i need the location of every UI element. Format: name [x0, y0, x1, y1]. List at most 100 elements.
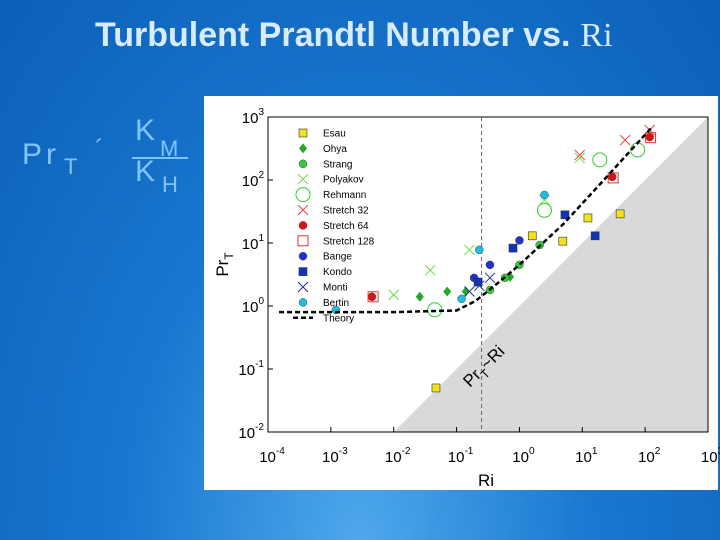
point [558, 236, 568, 246]
legend-marker [297, 281, 309, 293]
point [485, 260, 495, 270]
legend-label: Polyakov [323, 175, 364, 186]
x-tick-label-exponent: -1 [464, 446, 473, 457]
x-tick-label-exponent: 2 [655, 446, 661, 457]
point [464, 244, 475, 256]
formula-num: K [135, 114, 155, 147]
y-tick-label: 10-1 [238, 359, 264, 379]
formula-den: K [135, 155, 155, 188]
title-symbol: Ri [580, 17, 612, 54]
point [608, 172, 617, 182]
point [590, 231, 600, 241]
point [475, 245, 484, 254]
y-tick-label: 100 [242, 296, 265, 316]
legend-marker [295, 187, 311, 203]
legend-marker [298, 221, 308, 230]
legend-label: Stretch 64 [323, 221, 369, 232]
legend-marker [299, 143, 307, 154]
point [540, 190, 549, 200]
x-tick-label-base: 10 [259, 449, 276, 466]
legend-label: Bertin [323, 298, 349, 309]
point [583, 213, 593, 223]
point [574, 149, 586, 161]
point [367, 291, 379, 303]
legend-label: Strang [323, 159, 352, 170]
legend-marker [298, 267, 308, 276]
y-tick-label-base: 10 [242, 173, 259, 190]
x-tick-label: 10-3 [322, 446, 348, 466]
legend-marker [297, 173, 309, 185]
legend-marker [298, 252, 308, 261]
x-tick-label-base: 10 [575, 449, 592, 466]
legend-marker [297, 235, 309, 247]
legend-marker [297, 204, 309, 216]
plot-frame [267, 116, 709, 433]
legend-label: Ohya [323, 144, 347, 155]
legend-marker [298, 298, 308, 307]
legend-label: Stretch 32 [323, 206, 369, 217]
formula-lhs-sub: T [64, 154, 77, 179]
legend-marker [298, 159, 308, 169]
y-tick-label-base: 10 [242, 110, 259, 127]
legend-label: Stretch 128 [323, 236, 375, 247]
formula: Pr T ´ K M K H [22, 114, 188, 197]
x-tick-label-exponent: 0 [529, 446, 535, 457]
point [527, 231, 537, 241]
legend-label: Bange [323, 252, 352, 263]
y-tick-label: 102 [242, 170, 265, 190]
formula-sep: ´ [95, 134, 104, 164]
formula-num-sub: M [160, 136, 178, 161]
y-tick-label-exponent: -1 [255, 359, 264, 370]
y-tick-label: 10-2 [238, 422, 264, 442]
point [508, 243, 518, 253]
y-tick-label-exponent: 3 [258, 107, 264, 118]
point [388, 289, 400, 301]
y-tick-label-base: 10 [238, 425, 255, 442]
x-tick-label-base: 10 [322, 449, 339, 466]
x-tick-label-exponent: -2 [402, 446, 411, 457]
slide-title: Turbulent Prandtl Number vs. Ri [95, 16, 613, 54]
legend-label: Rehmann [323, 190, 366, 201]
formula-den-sub: H [162, 172, 178, 197]
y-tick-label-exponent: -2 [255, 422, 264, 433]
point [615, 209, 625, 219]
legend-label: Monti [323, 283, 347, 294]
y-axis-label: PrT [213, 252, 236, 277]
x-tick-label: 10-2 [385, 446, 411, 466]
formula-lhs: Pr [22, 138, 60, 171]
point [431, 383, 441, 393]
point [457, 294, 466, 304]
legend-label: Theory [323, 313, 354, 324]
point [473, 277, 483, 287]
point [592, 152, 608, 168]
point [443, 286, 452, 297]
point [473, 280, 485, 292]
point [536, 202, 552, 218]
x-tick-label-exponent: -4 [276, 446, 285, 457]
x-axis-label: Ri [478, 471, 494, 490]
x-tick-label-exponent: 1 [592, 446, 598, 457]
x-tick-label-base: 10 [512, 449, 529, 466]
pr-equals-ri-region [393, 117, 708, 432]
x-tick-label-exponent: -3 [339, 446, 348, 457]
x-tick-label: 102 [638, 446, 661, 466]
y-tick-label-exponent: 1 [258, 233, 264, 244]
x-tick-label: 10-1 [448, 446, 474, 466]
x-tick-label-base: 10 [385, 449, 402, 466]
point [367, 292, 377, 301]
theory-line [279, 125, 654, 314]
x-tick-label: 100 [512, 446, 535, 466]
y-tick-label: 101 [242, 233, 265, 253]
y-tick-label-base: 10 [242, 236, 259, 253]
y-tick-label-base: 10 [242, 299, 259, 316]
point [464, 286, 475, 297]
point [424, 264, 436, 276]
point [645, 132, 654, 142]
y-tick-label-exponent: 0 [258, 296, 264, 307]
point [484, 272, 496, 284]
point [645, 132, 657, 144]
x-tick-label-base: 10 [638, 449, 655, 466]
legend-label: Esau [323, 129, 346, 140]
